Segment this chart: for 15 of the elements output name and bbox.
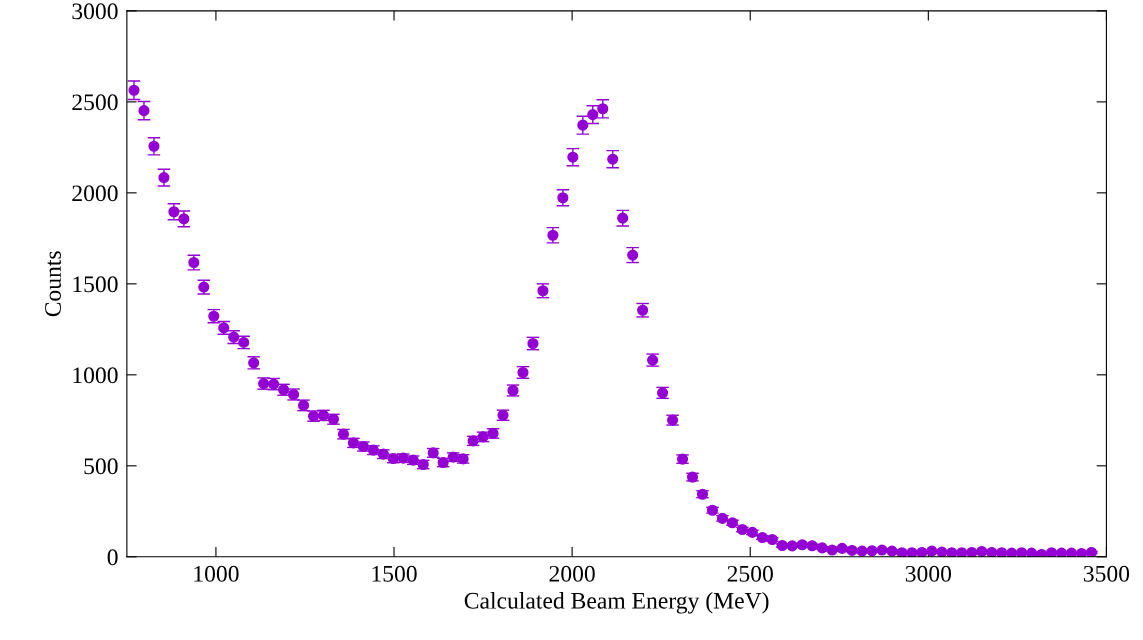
- x-tick-label: 1500: [372, 565, 417, 582]
- y-tick-label: 500: [84, 458, 118, 475]
- y-axis-title: Counts: [45, 251, 61, 317]
- x-axis-title: Calculated Beam Energy (MeV): [464, 592, 769, 614]
- x-tick-label: 2500: [727, 565, 773, 582]
- y-tick-label: 0: [107, 549, 118, 566]
- y-tick-label: 1500: [73, 276, 118, 293]
- y-tick-label: 1000: [73, 367, 118, 384]
- y-tick-label: 2500: [72, 94, 118, 111]
- x-tick-label: 1000: [194, 565, 239, 582]
- y-tick-label: 2000: [72, 185, 118, 202]
- x-tick-label: 2000: [549, 565, 595, 582]
- x-tick-label: 3500: [1083, 565, 1130, 582]
- x-tick-label: 3000: [905, 565, 952, 582]
- y-tick-label: 3000: [72, 3, 118, 20]
